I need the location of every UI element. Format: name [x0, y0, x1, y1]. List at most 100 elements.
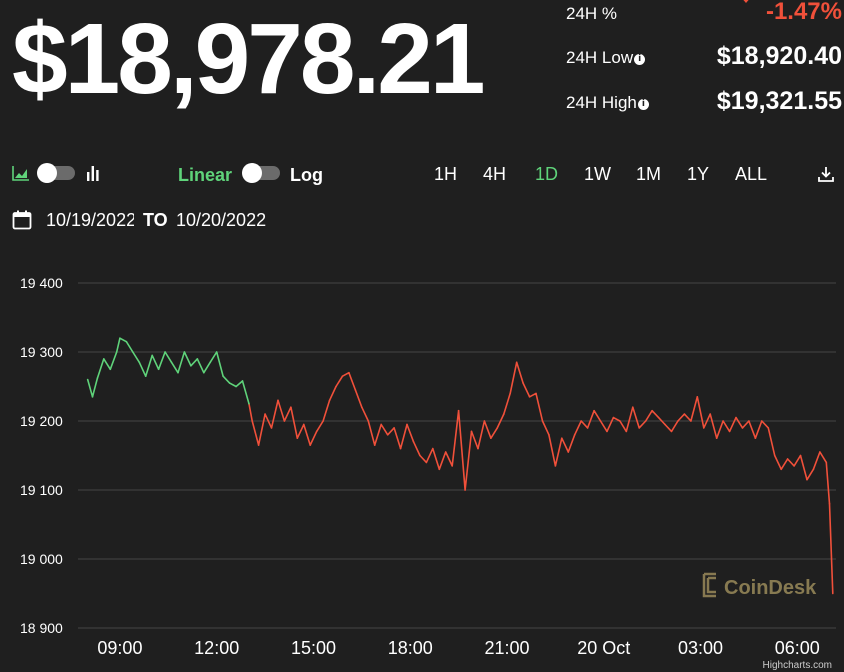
highcharts-credit[interactable]: Highcharts.com: [763, 660, 832, 671]
data-point: [573, 434, 576, 436]
data-point: [373, 444, 376, 446]
download-icon[interactable]: [817, 165, 835, 183]
date-to-field[interactable]: 10/20/2022: [176, 210, 267, 230]
data-point: [631, 406, 634, 408]
data-point: [483, 420, 486, 422]
data-point: [644, 420, 647, 422]
down-arrow-icon: [740, 0, 752, 3]
info-icon[interactable]: i: [637, 99, 649, 110]
high-label: 24H High: [566, 93, 637, 112]
bar-chart-icon[interactable]: [86, 164, 100, 182]
data-point: [290, 406, 292, 408]
data-point: [164, 351, 166, 353]
data-point: [780, 468, 782, 471]
data-point: [464, 489, 466, 491]
data-point: [812, 468, 815, 471]
data-point: [619, 420, 621, 422]
data-point: [380, 423, 383, 426]
range-1m-button[interactable]: 1M: [636, 164, 662, 184]
data-point: [151, 354, 153, 357]
range-1y-button[interactable]: 1Y: [687, 164, 710, 184]
data-point: [515, 361, 518, 364]
x-tick-label: 21:00: [484, 638, 529, 658]
grid-lines: [78, 282, 836, 629]
data-point: [702, 427, 705, 429]
date-from-field[interactable]: 10/19/2022: [46, 210, 134, 230]
data-point: [451, 465, 453, 467]
low-label-wrap: 24H Low i: [566, 48, 646, 68]
data-point: [651, 409, 653, 412]
data-point: [828, 503, 831, 505]
data-point: [309, 444, 312, 446]
data-point: [109, 368, 112, 371]
high-row: 24H High i $19,321.55: [0, 87, 844, 121]
linear-label[interactable]: Linear: [178, 165, 233, 185]
data-point: [819, 451, 821, 453]
data-point: [170, 361, 173, 364]
data-point: [773, 454, 776, 457]
data-point: [399, 447, 402, 450]
data-point: [528, 396, 531, 398]
data-point: [509, 392, 512, 395]
coindesk-logo-icon: [702, 572, 716, 598]
chart-type-toggle[interactable]: [37, 163, 75, 183]
data-point: [586, 427, 589, 429]
data-point: [502, 413, 505, 415]
data-point: [522, 382, 524, 384]
low-row: 24H Low i $18,920.40: [0, 42, 844, 76]
x-tick-label: 09:00: [97, 638, 142, 658]
data-point: [490, 437, 492, 440]
range-all-button[interactable]: ALL: [735, 164, 768, 184]
low-value: $18,920.40: [716, 42, 842, 70]
data-point: [741, 427, 744, 429]
data-point: [132, 351, 134, 353]
data-point: [283, 420, 286, 422]
range-1w-button[interactable]: 1W: [584, 164, 611, 184]
data-point: [119, 337, 121, 339]
data-point: [612, 416, 615, 419]
range-1d-button[interactable]: 1D: [535, 164, 559, 184]
data-point: [767, 427, 770, 429]
data-point: [228, 382, 231, 384]
data-point: [406, 423, 408, 426]
data-point: [670, 430, 673, 433]
data-point: [393, 427, 395, 429]
change-value: -1.47%: [765, 0, 842, 25]
data-point: [748, 420, 750, 422]
data-point: [91, 396, 94, 398]
data-point: [335, 385, 337, 388]
watermark-text: CoinDesk: [724, 577, 817, 599]
scale-toggle[interactable]: [242, 163, 280, 183]
price-line-up: [86, 337, 250, 405]
area-chart-icon[interactable]: [12, 165, 30, 181]
log-label[interactable]: Log: [290, 165, 323, 185]
data-point: [144, 375, 147, 377]
data-point: [831, 592, 834, 595]
data-point: [348, 371, 350, 374]
x-tick-label: 15:00: [291, 638, 336, 658]
data-point: [496, 427, 499, 429]
data-point: [322, 420, 324, 422]
data-point: [457, 409, 460, 412]
data-point: [709, 413, 712, 415]
range-4h-button[interactable]: 4H: [483, 164, 507, 184]
data-point: [470, 430, 473, 433]
data-point: [241, 380, 244, 382]
data-point: [264, 413, 266, 415]
high-label-wrap: 24H High i: [566, 93, 649, 113]
data-point: [715, 437, 718, 440]
toggle-knob: [242, 163, 262, 183]
data-point: [257, 444, 260, 446]
price-series: [86, 337, 834, 595]
coindesk-watermark: CoinDesk: [702, 572, 817, 599]
data-point: [386, 434, 389, 436]
calendar-icon[interactable]: [12, 210, 32, 230]
data-point: [799, 454, 802, 457]
data-point: [86, 378, 89, 381]
info-icon[interactable]: i: [634, 54, 646, 65]
high-value: $19,321.55: [716, 87, 842, 115]
data-point: [103, 358, 105, 360]
range-1h-button[interactable]: 1H: [434, 164, 458, 184]
y-tick-label: 18 900: [20, 620, 63, 636]
data-point: [315, 430, 318, 433]
